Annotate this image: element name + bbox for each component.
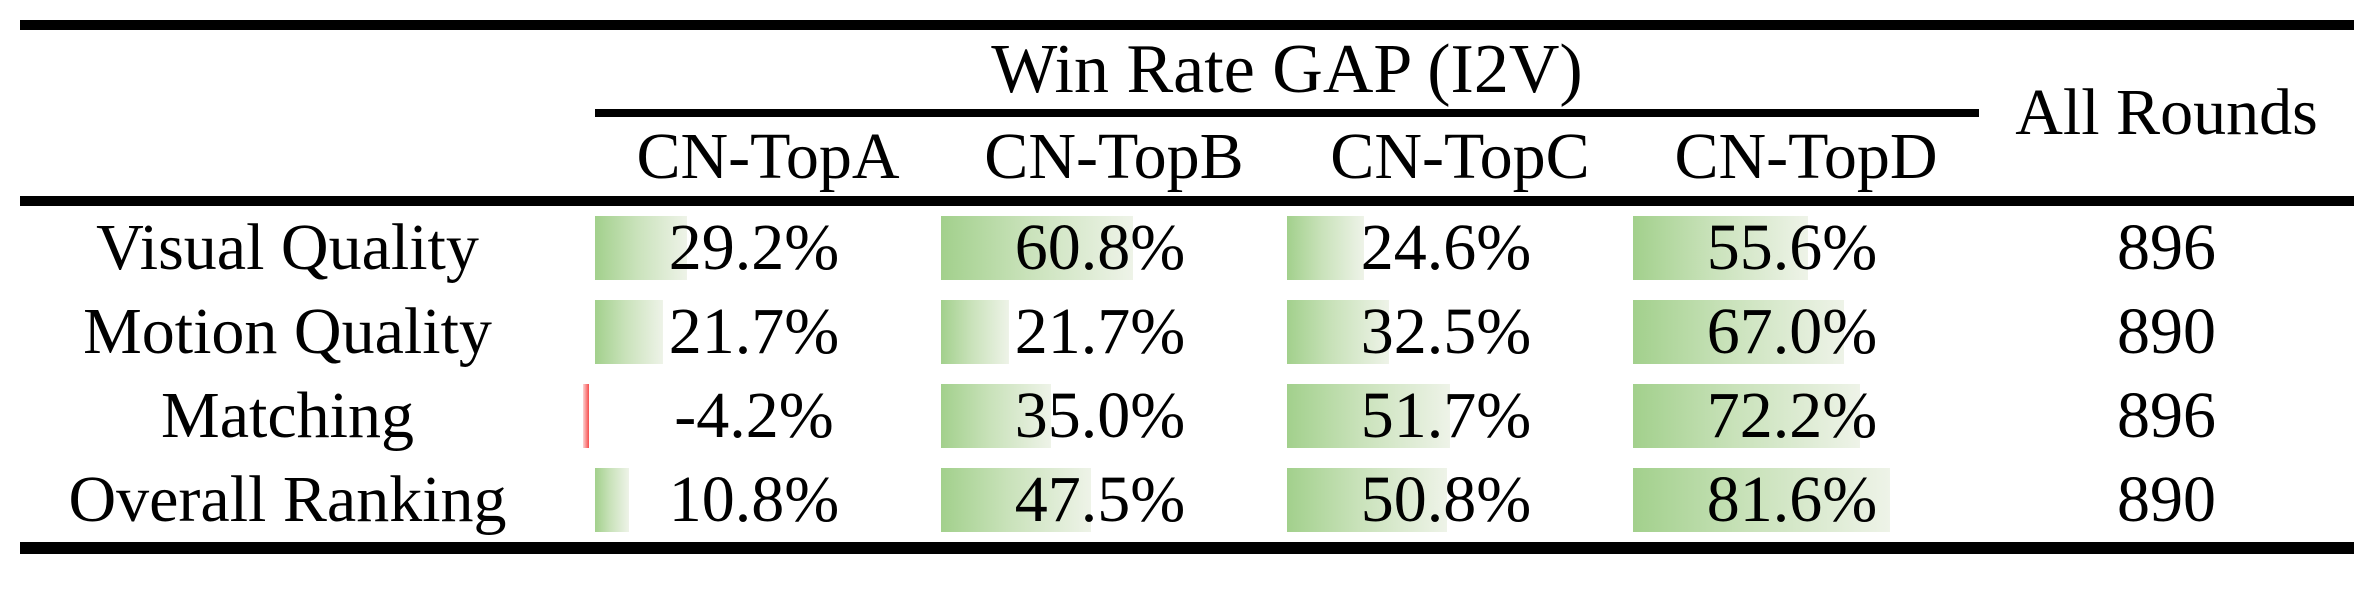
corner-cell — [20, 30, 595, 196]
data-cell: 55.6% — [1633, 206, 1979, 290]
win-rate-data-bar — [1287, 216, 1365, 280]
group-header-win-rate-gap: Win Rate GAP (I2V) — [595, 30, 1979, 117]
data-cell: 35.0% — [941, 374, 1287, 458]
data-cell: 51.7% — [1287, 374, 1633, 458]
win-rate-data-bar — [1633, 468, 1891, 532]
win-rate-value: 29.2% — [668, 211, 840, 284]
all-rounds-value: 896 — [2117, 211, 2216, 284]
win-rate-value: -4.2% — [674, 379, 834, 452]
win-rate-data-bar — [941, 384, 1052, 448]
data-cell: 29.2% — [595, 206, 941, 290]
win-rate-table: Win Rate GAP (I2V) All Rounds CN-TopA CN… — [20, 20, 2354, 554]
win-rate-value: 32.5% — [1360, 295, 1532, 368]
row-label-motion-quality: Motion Quality — [83, 295, 492, 368]
win-rate-value: 47.5% — [1014, 463, 1186, 536]
data-cell: 60.8% — [941, 206, 1287, 290]
data-cell: 47.5% — [941, 458, 1287, 542]
column-header-all-rounds: All Rounds — [2015, 76, 2318, 149]
data-cell: 81.6% — [1633, 458, 1979, 542]
win-rate-data-bar — [1633, 300, 1845, 364]
win-rate-value: 35.0% — [1014, 379, 1186, 452]
win-rate-data-bar — [1633, 216, 1809, 280]
data-cell: 24.6% — [1287, 206, 1633, 290]
all-rounds-value: 890 — [2117, 463, 2216, 536]
all-rounds-value: 896 — [2117, 379, 2216, 452]
data-cell: 67.0% — [1633, 290, 1979, 374]
row-label-overall-ranking: Overall Ranking — [68, 463, 507, 536]
win-rate-data-bar — [941, 468, 1091, 532]
win-rate-value: 50.8% — [1360, 463, 1532, 536]
win-rate-value: 72.2% — [1706, 379, 1878, 452]
win-rate-data-bar — [941, 216, 1133, 280]
bottom-rule — [20, 542, 2354, 554]
column-header-cn-topc: CN-TopC — [1330, 119, 1590, 193]
win-rate-value: 51.7% — [1360, 379, 1532, 452]
data-cell: 32.5% — [1287, 290, 1633, 374]
win-rate-value: 67.0% — [1706, 295, 1878, 368]
win-rate-value: 60.8% — [1014, 211, 1186, 284]
win-rate-data-bar — [1287, 384, 1450, 448]
win-rate-value: 10.8% — [668, 463, 840, 536]
win-rate-value: 81.6% — [1706, 463, 1878, 536]
win-rate-data-bar — [595, 468, 630, 532]
win-rate-value: 24.6% — [1360, 211, 1532, 284]
data-cell: 10.8% — [595, 458, 941, 542]
win-rate-data-bar-negative — [583, 384, 589, 448]
column-header-cn-topb: CN-TopB — [984, 119, 1244, 193]
win-rate-data-bar — [1287, 468, 1448, 532]
win-rate-data-bar — [1287, 300, 1390, 364]
win-rate-data-bar — [595, 300, 664, 364]
column-header-cn-topa: CN-TopA — [636, 119, 900, 193]
header-bottom-rule — [20, 196, 2354, 206]
data-cell: 21.7% — [595, 290, 941, 374]
win-rate-value: 55.6% — [1706, 211, 1878, 284]
win-rate-value: 21.7% — [1014, 295, 1186, 368]
win-rate-value: 21.7% — [668, 295, 840, 368]
row-label-matching: Matching — [161, 379, 414, 452]
all-rounds-value: 890 — [2117, 295, 2216, 368]
win-rate-data-bar — [595, 216, 687, 280]
data-cell: -4.2% — [583, 374, 941, 458]
row-label-visual-quality: Visual Quality — [96, 211, 479, 284]
win-rate-data-bar — [1633, 384, 1861, 448]
win-rate-data-bar — [941, 300, 1010, 364]
data-cell: 72.2% — [1633, 374, 1979, 458]
column-header-cn-topd: CN-TopD — [1674, 119, 1938, 193]
data-cell: 21.7% — [941, 290, 1287, 374]
data-cell: 50.8% — [1287, 458, 1633, 542]
